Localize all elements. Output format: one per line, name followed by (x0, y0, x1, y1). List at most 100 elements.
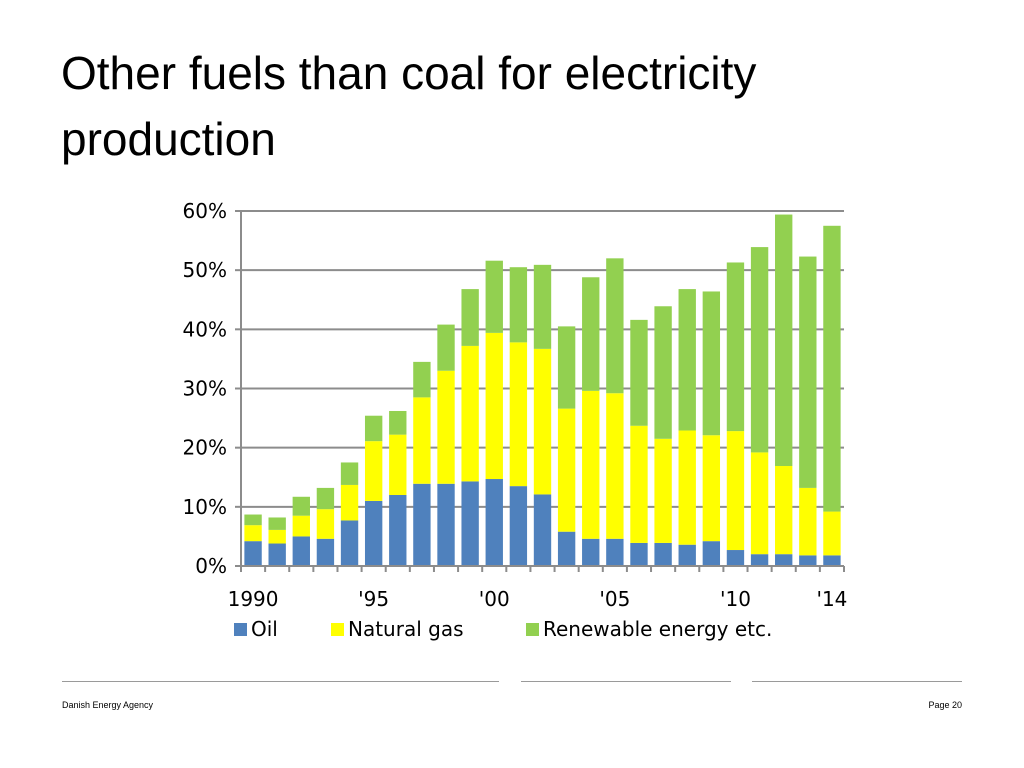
bar-renewable-energy-etc-2009 (702, 291, 721, 436)
x-tick-label: '00 (479, 587, 510, 611)
bar-renewable-energy-etc-2006 (630, 319, 648, 426)
y-tick-label: 50% (183, 258, 227, 282)
footer-page-number: Page 20 (928, 700, 962, 710)
legend-swatch-renewable-energy-etc (526, 623, 539, 636)
bar-oil-1997 (413, 483, 431, 566)
legend-swatch-natural-gas (331, 623, 344, 636)
bar-renewable-energy-etc-1992 (292, 496, 310, 516)
bar-natural-gas-1991 (268, 529, 286, 544)
bar-oil-2000 (485, 479, 503, 566)
bar-natural-gas-2009 (702, 435, 721, 542)
bar-natural-gas-1996 (389, 434, 407, 495)
bar-natural-gas-2010 (726, 431, 745, 551)
bar-natural-gas-1993 (316, 509, 335, 539)
bar-renewable-energy-etc-1995 (364, 415, 383, 442)
bar-natural-gas-2000 (485, 332, 503, 480)
bar-oil-2008 (678, 544, 696, 566)
bar-natural-gas-1998 (437, 370, 455, 484)
bar-oil-2010 (726, 550, 745, 566)
bar-oil-1994 (340, 520, 359, 566)
bar-renewable-energy-etc-1994 (340, 462, 359, 485)
bar-oil-2009 (702, 541, 721, 566)
bar-natural-gas-2012 (775, 466, 793, 555)
bar-natural-gas-2001 (509, 342, 528, 487)
bar-renewable-energy-etc-2003 (557, 326, 576, 409)
bar-renewable-energy-etc-1990 (244, 514, 262, 526)
bar-oil-1993 (316, 538, 335, 566)
bar-natural-gas-1990 (244, 525, 262, 542)
bar-renewable-energy-etc-2004 (582, 277, 600, 391)
bar-natural-gas-2014 (823, 511, 841, 556)
slide-title: Other fuels than coal for electricity pr… (61, 40, 961, 172)
y-tick-label: 20% (183, 436, 227, 460)
bar-renewable-energy-etc-2001 (509, 267, 528, 343)
bar-natural-gas-2005 (606, 393, 624, 539)
footer-organization: Danish Energy Agency (62, 700, 154, 710)
bar-oil-2003 (557, 531, 576, 566)
bar-natural-gas-1992 (292, 515, 310, 537)
y-tick-label: 30% (183, 377, 227, 401)
bar-renewable-energy-etc-2012 (775, 214, 793, 467)
bar-natural-gas-2004 (582, 390, 600, 539)
bar-renewable-energy-etc-1991 (268, 517, 286, 530)
slide-title-line-2: production (61, 113, 276, 165)
bar-natural-gas-2006 (630, 425, 648, 543)
bar-renewable-energy-etc-2008 (678, 289, 696, 431)
bar-oil-1990 (244, 541, 262, 566)
bar-renewable-energy-etc-2002 (533, 264, 552, 349)
bar-renewable-energy-etc-2007 (654, 306, 672, 439)
bar-renewable-energy-etc-2014 (823, 225, 841, 512)
legend-label-natural-gas: Natural gas (348, 617, 464, 641)
y-tick-label: 40% (183, 317, 227, 341)
bar-renewable-energy-etc-2011 (750, 247, 769, 453)
y-tick-label: 10% (183, 495, 227, 519)
bar-renewable-energy-etc-2005 (606, 258, 624, 394)
x-tick-label: 1990 (228, 587, 279, 611)
bar-natural-gas-2008 (678, 430, 696, 545)
bar-renewable-energy-etc-2010 (726, 262, 745, 432)
bar-oil-1998 (437, 483, 455, 566)
bar-oil-2005 (606, 538, 624, 566)
bar-oil-2011 (750, 554, 769, 566)
bar-oil-2002 (533, 494, 552, 566)
legend-label-renewable-energy-etc: Renewable energy etc. (543, 617, 772, 641)
bar-renewable-energy-etc-1996 (389, 410, 407, 435)
y-tick-label: 0% (195, 554, 227, 578)
bar-renewable-energy-etc-1998 (437, 324, 455, 371)
bar-oil-1996 (389, 495, 407, 566)
x-tick-label: '10 (720, 587, 751, 611)
stacked-bar-chart: 0% 10% 20% 30% 40% 50% 60% 1990 '95 '00 '05 '10 '14 O… (183, 199, 848, 641)
legend-swatch-oil (234, 623, 247, 636)
bar-renewable-energy-etc-2013 (799, 256, 817, 488)
footer-divider-right (752, 681, 962, 682)
bar-natural-gas-2011 (750, 452, 769, 555)
bar-natural-gas-2007 (654, 438, 672, 543)
bar-oil-1999 (461, 481, 479, 566)
bar-oil-2004 (582, 538, 600, 566)
bar-renewable-energy-etc-1999 (461, 289, 479, 346)
bar-renewable-energy-etc-1997 (413, 361, 431, 398)
bar-natural-gas-2013 (799, 487, 817, 556)
bar-natural-gas-1995 (364, 441, 383, 501)
bar-oil-2012 (775, 554, 793, 566)
bar-oil-2013 (799, 555, 817, 566)
bar-oil-2007 (654, 542, 672, 566)
slide-title-line-1: Other fuels than coal for electricity (61, 47, 757, 99)
bar-oil-2001 (509, 486, 528, 566)
bar-renewable-energy-etc-2000 (485, 260, 503, 333)
bar-oil-2006 (630, 542, 648, 566)
bar-oil-1995 (364, 500, 383, 566)
bar-natural-gas-2002 (533, 348, 552, 495)
bar-renewable-energy-etc-1993 (316, 487, 335, 510)
x-tick-label: '14 (816, 587, 847, 611)
bar-oil-1992 (292, 536, 310, 566)
bar-natural-gas-1994 (340, 484, 359, 521)
bar-natural-gas-1997 (413, 397, 431, 484)
footer-divider-left (62, 681, 499, 682)
x-tick-label: '95 (358, 587, 389, 611)
bar-oil-2014 (823, 555, 841, 566)
bar-natural-gas-2003 (557, 408, 576, 532)
x-tick-label: '05 (599, 587, 630, 611)
bar-natural-gas-1999 (461, 345, 479, 482)
bar-oil-1991 (268, 543, 286, 566)
